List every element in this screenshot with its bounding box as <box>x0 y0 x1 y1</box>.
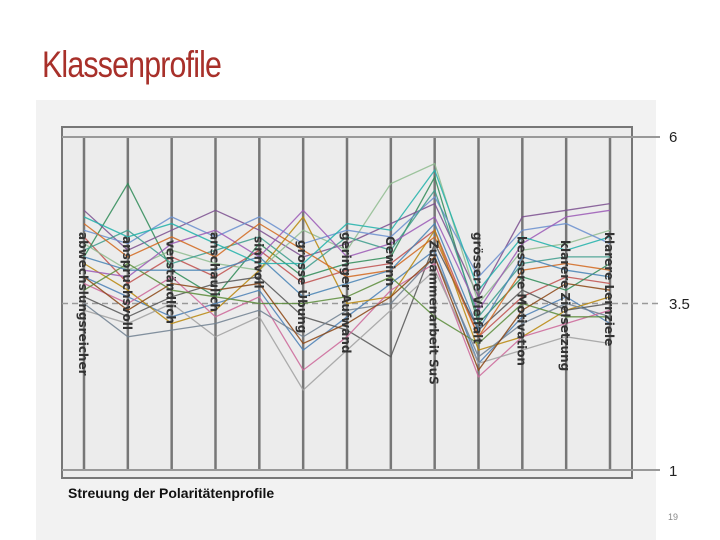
series-line-13 <box>83 262 610 345</box>
series-line-8 <box>83 195 611 278</box>
category-label-2: anspruchsvoll <box>120 236 134 330</box>
series-line-14 <box>83 222 611 339</box>
category-label-7: geringer Aufwand <box>339 232 353 354</box>
series-line-9 <box>83 262 611 378</box>
category-label-10: grössere Vielfalt <box>471 232 485 344</box>
chart-caption: Streuung der Polaritätenprofile <box>68 485 275 501</box>
series-line-11 <box>83 269 611 392</box>
page-number: 19 <box>668 512 679 522</box>
series-line-15 <box>83 255 611 358</box>
series-line-3 <box>83 202 611 299</box>
series-line-7 <box>83 242 611 358</box>
series-line-16 <box>83 168 611 292</box>
category-label-6: grosse Übung <box>295 240 310 333</box>
category-label-11: bessere Motivation <box>514 236 528 366</box>
y-tick-label-bottom: 1 <box>669 463 678 480</box>
slide-title: Klassenprofile <box>42 44 222 85</box>
category-label-1: abwechslungsreicher <box>76 232 90 376</box>
y-tick-label-top: 6 <box>669 129 678 146</box>
series-line-5 <box>83 162 611 305</box>
series-line-18 <box>83 222 611 332</box>
series-line-17 <box>83 255 611 372</box>
category-label-4: anschaulich <box>208 232 222 312</box>
series-line-10 <box>83 188 610 319</box>
series-line-1 <box>83 229 611 338</box>
category-label-5: sinnvoll <box>251 236 265 289</box>
y-tick-label-mid: 3.5 <box>669 296 690 313</box>
category-label-3: verständlich <box>164 240 178 324</box>
category-label-8: Gewinn <box>383 236 397 286</box>
category-label-12: klarere Zielsetzung <box>558 240 572 371</box>
series-line-12 <box>83 209 611 312</box>
category-label-9: Zusammenarbeit SuS <box>427 240 441 385</box>
series-line-4 <box>83 249 611 365</box>
category-label-13: klarere Lernziele <box>602 232 616 346</box>
